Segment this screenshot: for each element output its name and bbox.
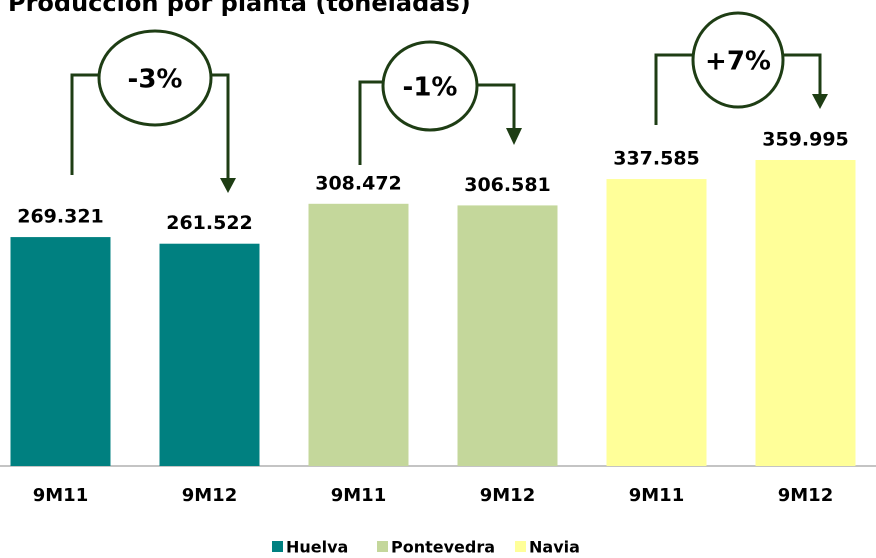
x-tick-label: 9M11	[331, 485, 387, 506]
legend-label: Navia	[529, 538, 580, 557]
data-label: 359.995	[762, 129, 849, 151]
change-circle	[691, 11, 785, 109]
connector	[476, 83, 516, 130]
connector	[358, 80, 385, 165]
annotation: -1%	[403, 73, 458, 103]
change-circle	[97, 29, 213, 127]
change-circle	[381, 40, 479, 132]
bar	[308, 203, 409, 466]
annotation: -3%	[128, 65, 183, 95]
x-tick-label: 9M11	[33, 485, 89, 506]
x-tick-label: 9M12	[182, 485, 238, 506]
data-label: 261.522	[166, 212, 253, 234]
legend-label: Huelva	[286, 538, 348, 557]
data-label: 337.585	[613, 148, 700, 170]
connector	[654, 53, 693, 125]
annotation: +7%	[705, 47, 771, 77]
arrow-head	[506, 128, 522, 145]
change-connectors: -3% -1% +7%	[70, 11, 828, 193]
x-tick-label: 9M11	[629, 485, 685, 506]
data-label: 306.581	[464, 174, 551, 196]
legend-swatch	[515, 541, 526, 552]
x-tick-label: 9M12	[778, 485, 834, 506]
connector	[70, 73, 100, 175]
arrow-head	[220, 178, 236, 193]
data-label: 308.472	[315, 172, 402, 194]
chart-title: Producción por planta (toneladas)	[8, 0, 471, 17]
bar	[606, 179, 707, 467]
bar	[457, 205, 558, 467]
legend-label: Pontevedra	[391, 538, 495, 557]
bar	[10, 237, 111, 466]
legend-swatch	[272, 541, 283, 552]
connector	[783, 53, 822, 95]
connector	[210, 73, 230, 180]
bar	[755, 160, 856, 466]
bar	[159, 243, 260, 466]
x-tick-label: 9M12	[480, 485, 536, 506]
arrow-head	[812, 94, 828, 109]
legend-swatch	[377, 541, 388, 552]
data-label: 269.321	[17, 206, 104, 228]
